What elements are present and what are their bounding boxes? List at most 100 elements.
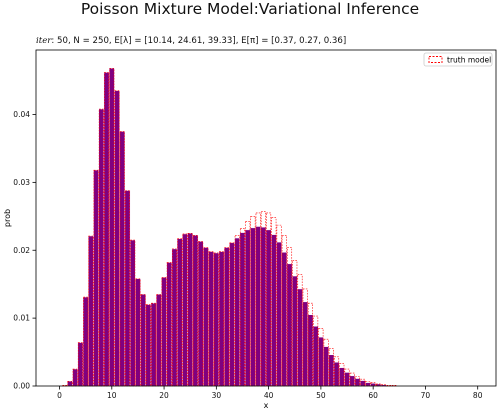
- bar: [145, 304, 152, 387]
- bar: [150, 302, 157, 387]
- legend: truth model: [423, 52, 493, 67]
- bar: [244, 229, 251, 387]
- bar: [255, 226, 262, 387]
- bar: [93, 169, 99, 387]
- truth-bar: [177, 238, 183, 387]
- bar: [213, 252, 220, 387]
- bar: [239, 232, 246, 387]
- bar: [250, 227, 256, 387]
- bar: [318, 336, 324, 387]
- y-ticks: 0.00 0.01 0.02 0.03 0.04: [13, 110, 36, 391]
- subtitle-rest: : 50, N = 250, E[λ] = [10.14, 24.61, 39.…: [51, 36, 347, 46]
- bar: [197, 241, 204, 387]
- truth-bar: [276, 224, 282, 387]
- truth-bar: [77, 342, 83, 387]
- bar: [276, 241, 282, 387]
- bar: [302, 301, 309, 387]
- bar: [307, 314, 314, 387]
- x-tick-label: 50: [316, 391, 326, 400]
- bar: [171, 248, 178, 387]
- x-axis-label: x: [264, 401, 269, 410]
- truth-bar: [307, 302, 313, 387]
- bar: [129, 239, 136, 387]
- bar: [223, 247, 230, 387]
- bar: [114, 90, 120, 387]
- bar: [260, 226, 267, 387]
- bar: [77, 342, 84, 387]
- bar: [365, 382, 371, 387]
- bars-layer: [61, 68, 397, 387]
- bar: [187, 233, 194, 387]
- bar: [108, 68, 115, 387]
- bar: [312, 326, 319, 387]
- x-tick-label: 10: [107, 391, 117, 400]
- bar: [72, 368, 79, 387]
- x-tick-label: 30: [212, 391, 222, 400]
- bar: [281, 252, 288, 387]
- bar: [297, 288, 303, 387]
- bar: [234, 237, 241, 387]
- bar: [140, 294, 147, 387]
- truth-bar: [287, 247, 293, 387]
- bar: [323, 346, 329, 387]
- y-tick-label: 0.02: [13, 246, 30, 255]
- bar: [155, 294, 162, 387]
- bar: [218, 251, 225, 387]
- bar: [67, 380, 73, 387]
- bar: [135, 278, 141, 387]
- truth-bar: [88, 235, 94, 387]
- truth-bar: [354, 376, 360, 387]
- bar: [291, 275, 298, 387]
- legend-label: truth model: [447, 56, 491, 65]
- y-tick-label: 0.00: [13, 382, 30, 391]
- x-tick-label: 70: [421, 391, 431, 400]
- truth-bar: [151, 302, 157, 387]
- truth-bar: [370, 382, 376, 387]
- bar: [192, 235, 199, 387]
- truth-bar: [250, 216, 256, 387]
- bar: [344, 372, 350, 387]
- bar: [328, 354, 335, 387]
- y-tick-label: 0.01: [13, 314, 30, 323]
- bar: [124, 190, 131, 387]
- x-tick-label: 20: [159, 391, 169, 400]
- truth-bar: [109, 68, 115, 387]
- truth-bar: [203, 247, 209, 387]
- bar: [370, 383, 377, 387]
- truth-bar: [224, 247, 230, 387]
- bar: [88, 235, 94, 387]
- bar: [161, 277, 167, 387]
- plot-frame: [35, 49, 497, 387]
- bar: [286, 263, 293, 387]
- truth-bar: [328, 348, 334, 387]
- axes-subtitle: iter: 50, N = 250, E[λ] = [10.14, 24.61,…: [36, 36, 346, 46]
- bar: [349, 375, 356, 387]
- truth-bar: [318, 328, 324, 387]
- y-tick-label: 0.04: [13, 110, 30, 119]
- x-ticks: 0 10 20 30 40 50 60 70 80: [57, 386, 483, 400]
- bar: [354, 378, 361, 387]
- bar: [265, 229, 272, 387]
- bar: [270, 234, 277, 387]
- figure-suptitle: Poisson Mixture Model:Variational Infere…: [80, 0, 420, 18]
- bar: [98, 108, 105, 387]
- bar: [166, 262, 173, 387]
- legend-swatch: [428, 56, 443, 63]
- bar: [229, 242, 235, 387]
- x-tick-label: 80: [473, 391, 483, 400]
- truth-bar: [213, 252, 219, 387]
- bar: [82, 296, 89, 387]
- bar: [203, 247, 209, 387]
- bar: [208, 251, 214, 387]
- truth-bar: [349, 372, 355, 387]
- bar: [333, 361, 340, 387]
- y-axis-label: prob: [3, 209, 12, 227]
- x-tick-label: 40: [264, 391, 274, 400]
- bar: [359, 380, 366, 387]
- bar: [103, 72, 110, 387]
- bar: [338, 367, 345, 387]
- truth-bar: [114, 90, 120, 387]
- bar: [176, 238, 183, 387]
